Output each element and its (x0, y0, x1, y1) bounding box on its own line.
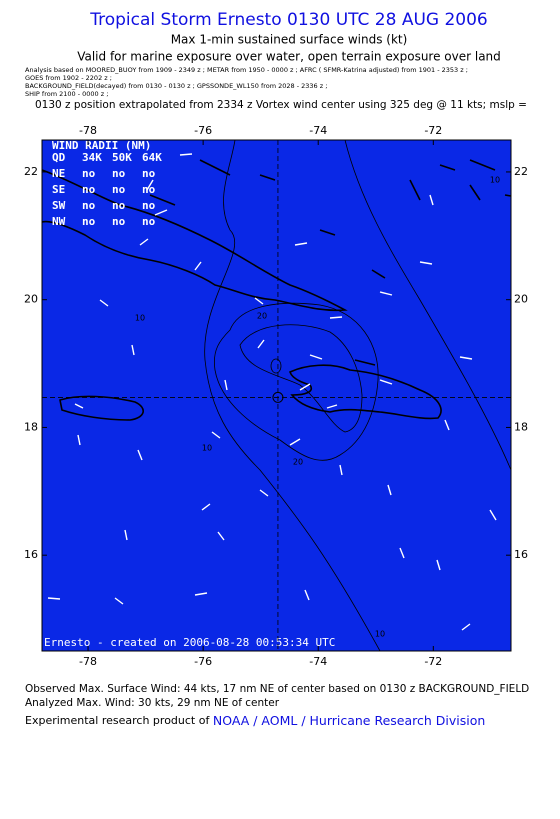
contour-label: 20 (293, 458, 303, 467)
wind-radii-header: 34K (82, 151, 102, 164)
field-0-10 (42, 140, 511, 651)
wind-radii-header: 64K (142, 151, 162, 164)
coast-cuba (42, 169, 348, 312)
y-tick-label: 16 (24, 548, 38, 561)
analysis-line: GOES from 1902 - 2202 z ; (25, 74, 112, 82)
position-note: 0130 z position extrapolated from 2334 z… (35, 99, 527, 111)
wind-radii-cell: no (142, 215, 156, 228)
analysis-line: Analysis based on MOORED_BUOY from 1909 … (25, 66, 468, 74)
contour-label: 20 (257, 312, 267, 321)
wind-radii-cell: NE (52, 167, 65, 180)
contour-label: 10 (202, 444, 212, 453)
title: Tropical Storm Ernesto 0130 UTC 28 AUG 2… (89, 10, 488, 30)
wind-radii-cell: NW (52, 215, 66, 228)
wind-radii-header: 50K (112, 151, 132, 164)
x-tick-label: -72 (424, 655, 442, 668)
map-frame (41, 139, 512, 652)
coast-jamaica (59, 395, 144, 421)
map-credit: Ernesto - created on 2006-08-28 00:53:34… (44, 636, 335, 649)
wind-radii-cell: no (82, 215, 96, 228)
validity: Valid for marine exposure over water, op… (77, 50, 501, 64)
field-25-30 (239, 324, 363, 433)
wind-radii-cell: no (142, 167, 156, 180)
product-note: Experimental research product of NOAA / … (25, 713, 485, 728)
wind-radii-title: WIND RADII (NM) (52, 139, 151, 152)
subtitle: Max 1-min sustained surface winds (kt) (171, 33, 408, 47)
observed-max: Observed Max. Surface Wind: 44 kts, 17 n… (25, 683, 529, 695)
y-tick-label: 18 (514, 420, 528, 433)
wind-radii-cell: no (112, 215, 126, 228)
y-tick-label: 22 (514, 165, 528, 178)
wind-radii-cell: no (112, 167, 126, 180)
wind-radii-cell: no (142, 183, 156, 196)
wind-radii-table: WIND RADII (NM)QD 34K 50K 64K NE no no no SE no no… (52, 139, 162, 228)
analysis-line: SHIP from 2100 - 0000 z ; (25, 90, 108, 98)
y-tick-label: 20 (24, 293, 38, 306)
product-link[interactable]: NOAA / AOML / Hurricane Research Divisio… (213, 713, 485, 728)
wind-radii-cell: no (112, 183, 126, 196)
y-tick-label: 18 (24, 420, 38, 433)
x-tick-label: -72 (424, 124, 442, 137)
y-tick-label: 20 (514, 293, 528, 306)
wind-radii-cell: no (82, 167, 96, 180)
y-tick-label: 16 (514, 548, 528, 561)
y-tick-label: 22 (24, 165, 38, 178)
x-tick-label: -78 (79, 124, 97, 137)
product-prefix: Experimental research product of (25, 714, 210, 727)
x-tick-label: -78 (79, 655, 97, 668)
coast-islands (149, 159, 511, 366)
wind-radii-cell: no (142, 199, 156, 212)
wind-radii-cell: no (112, 199, 126, 212)
x-tick-label: -76 (194, 124, 212, 137)
map (42, 140, 511, 651)
wind-radii-cell: SE (52, 183, 65, 196)
coast-hispaniola (289, 364, 442, 420)
wind-radii-cell: SW (52, 199, 66, 212)
analyzed-max: Analyzed Max. Wind: 30 kts, 29 nm NE of … (25, 697, 280, 709)
wind-barbs (47, 153, 497, 631)
x-tick-label: -74 (309, 655, 327, 668)
contour-label: 10 (135, 314, 145, 323)
x-tick-label: -74 (309, 124, 327, 137)
field-10-20 (204, 140, 511, 651)
wind-radii-header: QD (52, 151, 66, 164)
analysis-line: BACKGROUND_FIELD(decayed) from 0130 - 01… (25, 82, 327, 90)
field-20-25 (213, 302, 379, 461)
contour-core (270, 358, 282, 374)
contour-label: 10 (490, 176, 500, 185)
x-tick-label: -76 (194, 655, 212, 668)
wind-radii-cell: no (82, 199, 96, 212)
wind-radii-cell: no (82, 183, 96, 196)
storm-center (272, 391, 284, 403)
contour-label: 10 (375, 630, 385, 639)
